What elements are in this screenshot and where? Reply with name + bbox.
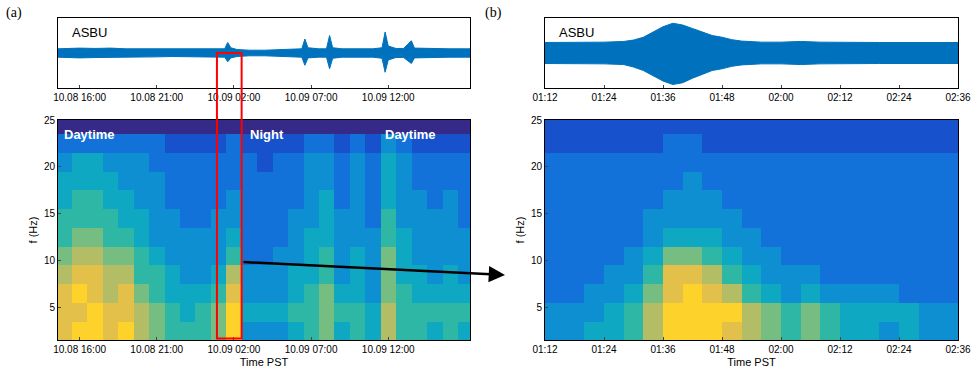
svg-text:f (Hz): f (Hz) — [514, 217, 526, 244]
svg-text:(b): (b) — [485, 5, 502, 21]
svg-text:Time PST: Time PST — [240, 356, 289, 368]
svg-text:01:24: 01:24 — [591, 92, 616, 103]
svg-text:10.08 21:00: 10.08 21:00 — [130, 92, 183, 103]
svg-text:Night: Night — [250, 127, 284, 142]
svg-text:02:00: 02:00 — [768, 344, 793, 355]
svg-text:20: 20 — [44, 161, 56, 172]
svg-text:02:00: 02:00 — [768, 92, 793, 103]
svg-text:01:12: 01:12 — [532, 92, 557, 103]
svg-text:25: 25 — [44, 115, 56, 126]
svg-text:10.08 16:00: 10.08 16:00 — [53, 92, 106, 103]
svg-text:10.09 12:00: 10.09 12:00 — [362, 344, 415, 355]
svg-text:01:48: 01:48 — [709, 92, 734, 103]
svg-text:01:12: 01:12 — [532, 344, 557, 355]
svg-text:02:12: 02:12 — [827, 92, 852, 103]
svg-text:10.09 12:00: 10.09 12:00 — [362, 92, 415, 103]
svg-text:10.08 21:00: 10.08 21:00 — [130, 344, 183, 355]
svg-text:10.09 02:00: 10.09 02:00 — [207, 92, 260, 103]
svg-text:Time PST: Time PST — [727, 356, 776, 368]
svg-text:15: 15 — [531, 208, 543, 219]
svg-text:5: 5 — [49, 302, 55, 313]
svg-text:15: 15 — [44, 208, 56, 219]
svg-text:Daytime: Daytime — [64, 127, 115, 142]
svg-text:25: 25 — [531, 115, 543, 126]
svg-text:10.09 07:00: 10.09 07:00 — [285, 92, 338, 103]
svg-text:Daytime: Daytime — [385, 127, 436, 142]
svg-text:(a): (a) — [6, 5, 22, 21]
svg-text:5: 5 — [536, 302, 542, 313]
svg-text:10.09 02:00: 10.09 02:00 — [207, 344, 260, 355]
svg-text:02:12: 02:12 — [827, 344, 852, 355]
svg-text:ASBU: ASBU — [72, 25, 107, 40]
svg-text:20: 20 — [531, 161, 543, 172]
svg-text:10.09 07:00: 10.09 07:00 — [285, 344, 338, 355]
svg-text:10.08 16:00: 10.08 16:00 — [53, 344, 106, 355]
svg-text:10: 10 — [531, 255, 543, 266]
svg-text:ASBU: ASBU — [559, 25, 594, 40]
svg-text:01:48: 01:48 — [709, 344, 734, 355]
svg-text:02:24: 02:24 — [886, 92, 911, 103]
svg-text:01:36: 01:36 — [650, 344, 675, 355]
svg-text:02:36: 02:36 — [945, 344, 970, 355]
svg-text:f (Hz): f (Hz) — [27, 217, 39, 244]
svg-text:02:36: 02:36 — [945, 92, 970, 103]
svg-text:10: 10 — [44, 255, 56, 266]
svg-text:01:36: 01:36 — [650, 92, 675, 103]
svg-text:02:24: 02:24 — [886, 344, 911, 355]
svg-text:01:24: 01:24 — [591, 344, 616, 355]
